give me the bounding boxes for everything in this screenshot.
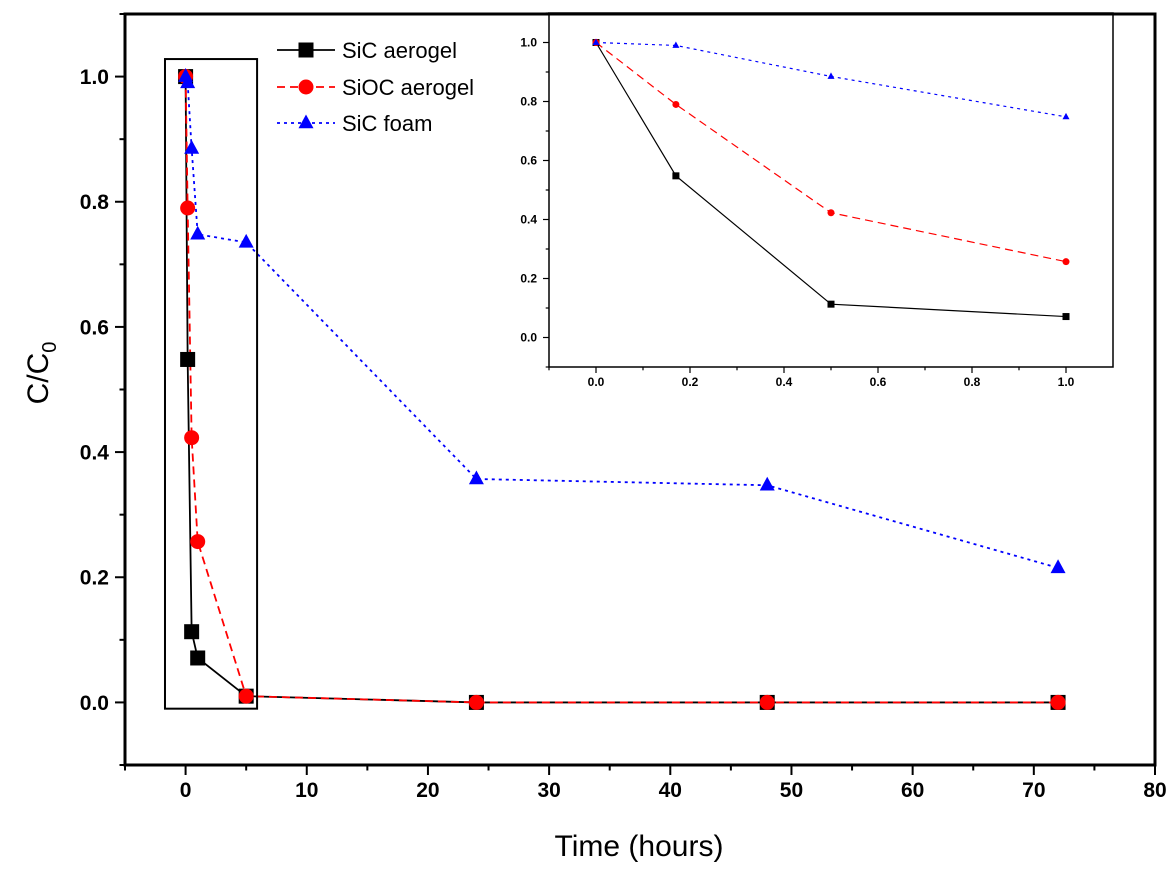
main-series-1-point — [1050, 694, 1066, 710]
main-y-tick-label: 0.2 — [80, 567, 109, 590]
inset-x-tick-label: 0.2 — [682, 375, 699, 389]
inset-y-tick-label: 0.4 — [520, 213, 537, 227]
inset-x-tick-label: 0.0 — [588, 375, 605, 389]
inset-series-0-point — [672, 172, 680, 180]
inset-y-tick-label: 0.8 — [520, 95, 537, 109]
main-series-1-point — [238, 688, 254, 704]
main-x-tick-label: 70 — [1022, 779, 1045, 802]
main-series-1-point — [759, 694, 775, 710]
inset-series-2-point — [672, 41, 680, 48]
inset-series-1-point — [1062, 258, 1070, 266]
main-series-1-point — [468, 694, 484, 710]
legend: SiC aerogel SiOC aerogel SiC foam — [277, 38, 474, 136]
inset-series-0-point — [1062, 313, 1070, 321]
inset-series-1-point — [827, 209, 835, 217]
legend-marker-1 — [298, 79, 314, 95]
main-series-2-point — [184, 139, 200, 154]
main-plot: 0 10 20 30 40 50 60 70 80 0.0 0.2 0.4 0.6 0.8 1.0 — [80, 12, 1167, 802]
main-y-tick-label: 0.6 — [80, 316, 109, 339]
main-series-2-point — [1050, 559, 1066, 574]
legend-label-1: SiOC aerogel — [342, 75, 474, 100]
main-series-2-point — [759, 476, 775, 491]
inset-series-line-1 — [595, 42, 1067, 263]
inset-series-2-point — [827, 72, 835, 79]
y-axis-title-main: C/C — [22, 353, 55, 405]
inset-series-1-point — [672, 100, 680, 108]
main-series-line-1 — [184, 76, 1059, 704]
main-series-line-0 — [184, 76, 1059, 704]
main-x-tick-label: 60 — [901, 779, 924, 802]
main-series-2-point — [190, 225, 206, 240]
main-series-1-point — [184, 430, 200, 446]
y-axis-title-subscript: 0 — [39, 342, 61, 353]
main-series-2-point — [468, 470, 484, 485]
main-series-1-point — [190, 534, 206, 550]
main-series-0-point — [180, 351, 196, 367]
main-series-0-point — [184, 624, 200, 640]
inset-x-tick-label: 0.8 — [964, 375, 981, 389]
main-series-line-2 — [184, 76, 1059, 569]
main-y-tick-label: 0.0 — [80, 692, 109, 715]
main-series-2-point — [180, 74, 196, 89]
main-x-tick-label: 0 — [180, 779, 192, 802]
main-x-tick-label: 50 — [780, 779, 803, 802]
inset-y-tick-label: 0.2 — [520, 272, 537, 286]
legend-marker-2 — [298, 114, 314, 129]
inset-series-line-0 — [595, 42, 1067, 318]
inset-x-tick-label: 0.4 — [776, 375, 793, 389]
legend-label-2: SiC foam — [342, 111, 432, 136]
main-x-tick-label: 30 — [537, 779, 560, 802]
main-y-tick-label: 1.0 — [80, 66, 109, 89]
inset-series-0-point — [827, 300, 835, 308]
main-series-0-point — [190, 650, 206, 666]
legend-label-0: SiC aerogel — [342, 38, 457, 63]
legend-marker-0 — [298, 42, 314, 58]
inset-series-2-point — [592, 38, 600, 45]
main-x-tick-label: 10 — [295, 779, 318, 802]
inset-x-tick-label: 1.0 — [1058, 375, 1075, 389]
inset-y-tick-label: 1.0 — [520, 36, 537, 50]
main-x-tick-label: 40 — [659, 779, 682, 802]
x-axis-title: Time (hours) — [555, 830, 724, 863]
main-x-tick-label: 20 — [416, 779, 439, 802]
main-y-tick-label: 0.4 — [80, 441, 110, 464]
inset-series-line-2 — [595, 41, 1067, 118]
inset-y-tick-label: 0.6 — [520, 154, 537, 168]
inset-series-2-point — [1062, 112, 1070, 120]
inset-plot: 0.0 0.2 0.4 0.6 0.8 1.0 0.0 0.2 0.4 0.6 0.8 1.0 — [520, 12, 1114, 389]
main-series-2-point — [238, 233, 254, 248]
inset-x-tick-label: 0.6 — [870, 375, 887, 389]
inset-y-tick-label: 0.0 — [520, 331, 537, 345]
highlight-box — [163, 58, 259, 710]
main-frame — [123, 12, 1157, 767]
main-y-tick-label: 0.8 — [80, 191, 110, 214]
main-x-tick-label: 80 — [1143, 779, 1166, 802]
inset-frame — [548, 12, 1114, 368]
y-axis-title: C/C0 — [22, 342, 61, 405]
main-series-1-point — [180, 200, 196, 216]
